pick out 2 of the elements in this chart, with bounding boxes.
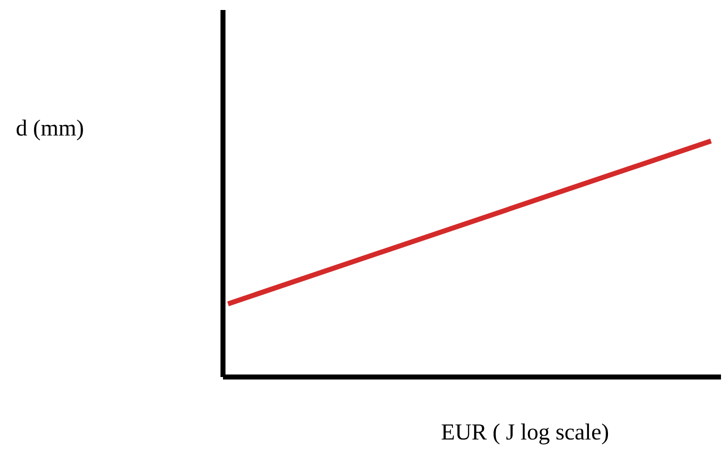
x-axis-title: EUR ( J log scale) (442, 424, 608, 444)
y-axis-title: d (mm) (16, 120, 83, 140)
